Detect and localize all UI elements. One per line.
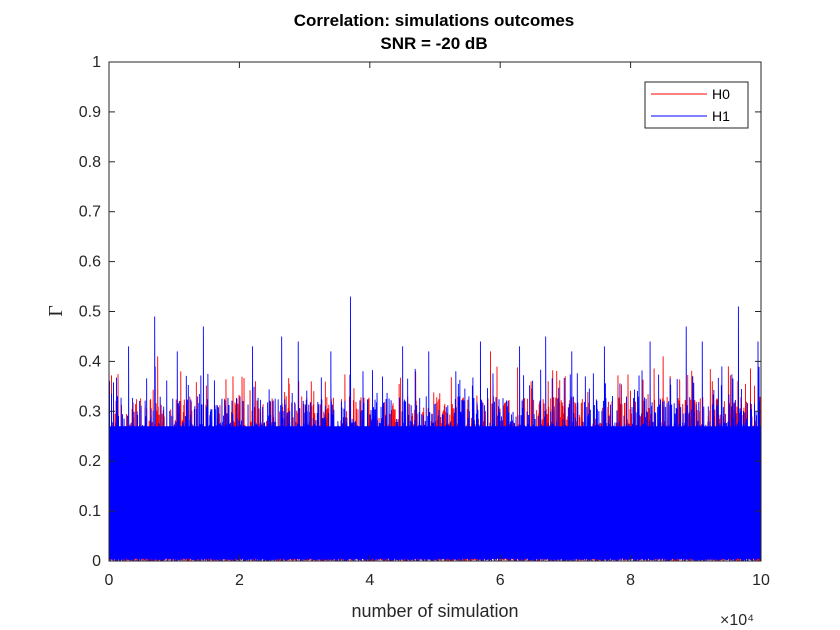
x-tick-label: 2: [235, 572, 244, 589]
series-layer: [108, 296, 762, 562]
y-tick-label: 0.3: [79, 403, 101, 420]
y-tick-label: 0.9: [79, 104, 101, 121]
chart-title-line-1: Correlation: simulations outcomes: [294, 11, 575, 30]
y-axis-label: Γ: [45, 305, 67, 317]
x-tick-label: 8: [626, 572, 635, 589]
y-tick-label: 0: [92, 553, 101, 570]
series-band-h1: [110, 426, 760, 559]
y-tick-label: 0.4: [79, 353, 101, 370]
x-axis-label: number of simulation: [351, 601, 518, 621]
legend-label-h0: H0: [712, 86, 730, 102]
x-axis: 0 2 4 6 8 10: [105, 62, 770, 589]
chart-title-line-2: SNR = -20 dB: [380, 34, 487, 53]
y-tick-label: 0.5: [79, 304, 101, 321]
legend-label-h1: H1: [712, 108, 730, 124]
y-tick-label: 1: [92, 54, 101, 71]
y-tick-label: 0.2: [79, 453, 101, 470]
y-axis: 0 0.1 0.2 0.3 0.4 0.5 0.6 0.7 0.8 0.9 1: [79, 54, 761, 570]
x-tick-label: 10: [752, 572, 770, 589]
legend: H0 H1: [644, 81, 749, 129]
y-tick-label: 0.7: [79, 204, 101, 221]
y-tick-label: 0.1: [79, 503, 101, 520]
x-tick-label: 4: [365, 572, 374, 589]
x-tick-label: 0: [105, 572, 114, 589]
y-tick-label: 0.6: [79, 254, 101, 271]
legend-box: [644, 81, 749, 129]
x-exponent-label: ×10⁴: [720, 612, 754, 629]
x-tick-label: 6: [496, 572, 505, 589]
y-tick-label: 0.8: [79, 154, 101, 171]
